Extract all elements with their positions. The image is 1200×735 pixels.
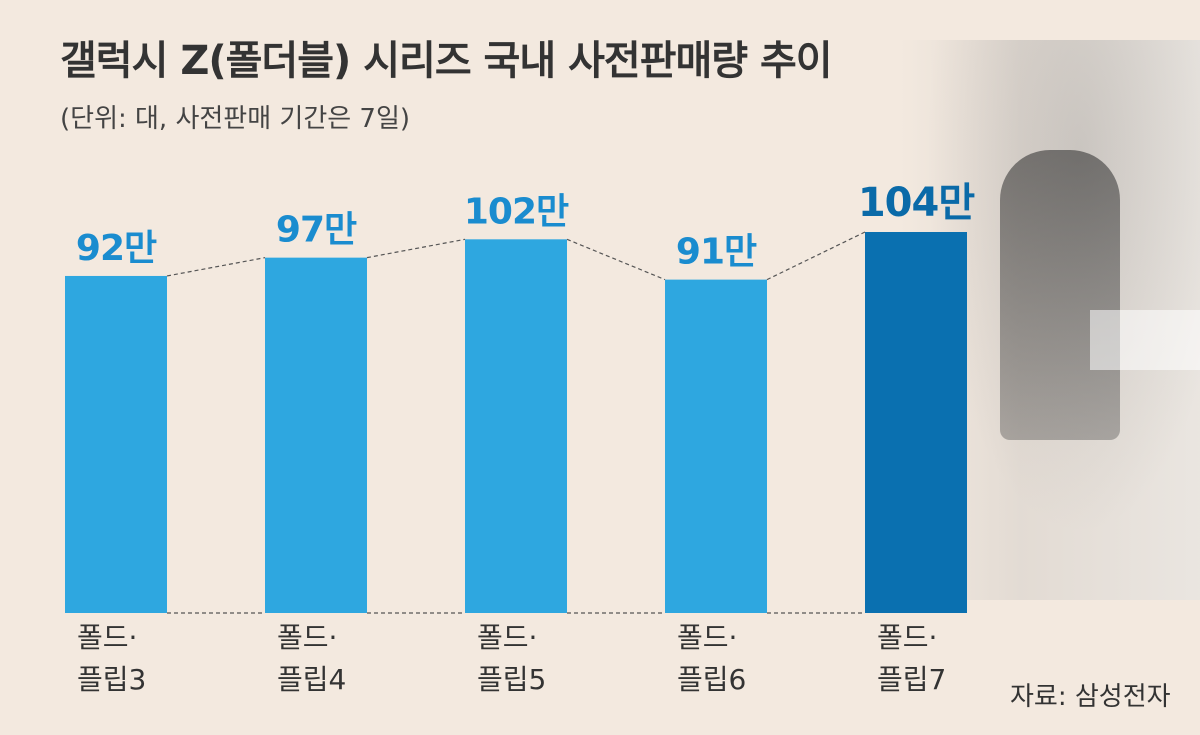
category-label: 플립5 (477, 663, 546, 696)
category-label: 폴드· (677, 621, 737, 654)
data-label: 92만 (76, 228, 157, 269)
trend-connector (766, 231, 866, 281)
bar (665, 279, 767, 613)
trend-connector (566, 238, 666, 281)
data-label: 91만 (676, 232, 757, 273)
bar (265, 257, 367, 613)
data-label: 97만 (276, 210, 357, 251)
source-note: 자료: 삼성전자 (1010, 682, 1171, 712)
chart-subtitle: (단위: 대, 사전판매 기간은 7일) (60, 104, 411, 134)
data-label: 104만 (858, 180, 975, 226)
background-person (1000, 150, 1120, 440)
trend-connector (366, 238, 466, 259)
data-label: 102만 (464, 191, 569, 232)
category-label: 플립7 (877, 663, 946, 696)
category-label: 폴드· (877, 621, 937, 654)
bar (465, 239, 567, 614)
trend-connector (166, 257, 266, 277)
category-label: 폴드· (77, 621, 137, 654)
background-table (1090, 310, 1200, 370)
bar (65, 275, 167, 613)
category-label: 플립3 (77, 663, 146, 696)
bar (865, 232, 967, 613)
category-label: 플립4 (277, 663, 346, 696)
category-label: 폴드· (277, 621, 337, 654)
category-label: 플립6 (677, 663, 746, 696)
chart-title: 갤럭시 Z(폴더블) 시리즈 국내 사전판매량 추이 (60, 38, 833, 84)
category-label: 폴드· (477, 621, 537, 654)
